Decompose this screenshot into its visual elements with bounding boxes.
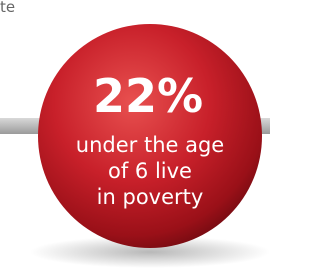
stat: 22%	[93, 69, 203, 123]
caption-line: of 6 live	[108, 159, 192, 183]
corner-text: te	[0, 0, 15, 16]
caption-line: under the age	[76, 133, 224, 157]
caption-line: in poverty	[97, 185, 204, 209]
